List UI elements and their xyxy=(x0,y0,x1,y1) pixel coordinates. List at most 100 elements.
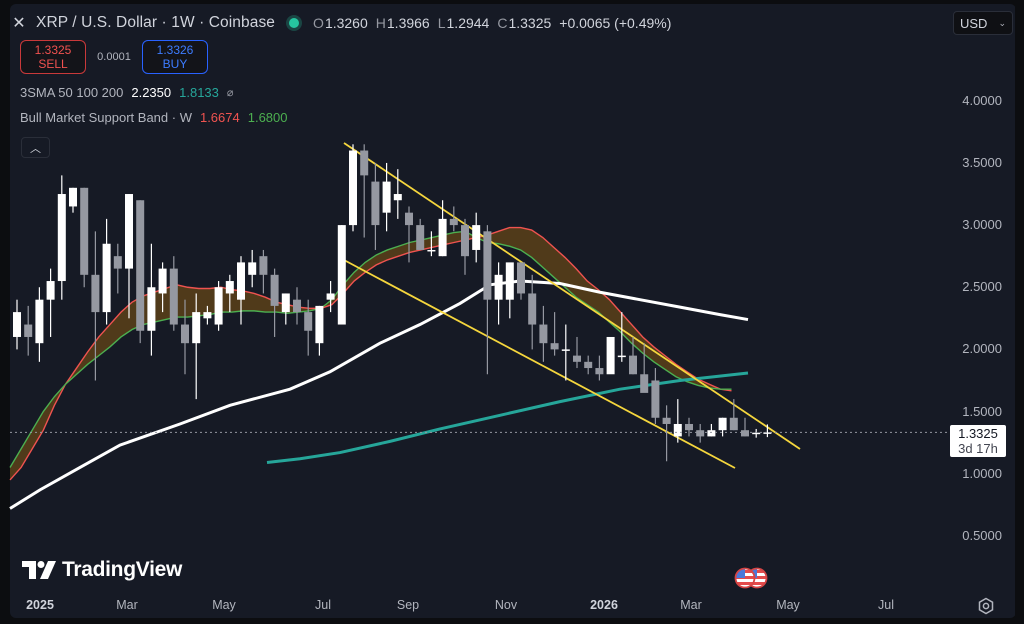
candle xyxy=(729,399,738,431)
time-axis-label: May xyxy=(776,598,800,612)
upper-trendline[interactable] xyxy=(343,142,801,450)
candle xyxy=(673,399,682,443)
candle xyxy=(461,218,469,275)
candle xyxy=(169,256,178,331)
currency-label: USD xyxy=(960,15,988,31)
price-axis-label: 0.5000 xyxy=(962,527,1002,543)
legend-sma[interactable]: 3SMA 50 100 200 2.2350 1.8133 ⌀ xyxy=(20,85,234,100)
candle xyxy=(293,287,301,325)
bull-band-upper-line xyxy=(9,226,732,481)
sell-price: 1.3325 xyxy=(34,43,72,57)
logo-text: TradingView xyxy=(62,558,183,581)
lower-trendline[interactable] xyxy=(343,259,736,469)
time-axis-label: Jul xyxy=(315,598,331,612)
candle xyxy=(517,262,525,300)
candle xyxy=(80,187,89,288)
candle xyxy=(259,249,268,294)
candle xyxy=(494,262,503,325)
sell-button[interactable]: 1.3325 SELL xyxy=(20,40,86,74)
time-axis-label: May xyxy=(212,598,236,612)
tradingview-logo-icon xyxy=(22,561,56,579)
candle xyxy=(617,312,626,362)
time-axis-label: Nov xyxy=(494,598,518,612)
price-axis-label: 3.0000 xyxy=(962,217,1002,233)
candle xyxy=(337,225,346,325)
candle xyxy=(225,274,234,313)
change-value: +0.0065 (+0.49%) xyxy=(559,15,672,31)
bull-band-lower-line xyxy=(9,230,732,468)
symbol-title[interactable]: XRP / U.S. Dollar · 1W · Coinbase xyxy=(36,14,276,31)
low-key: L xyxy=(437,15,446,31)
tradingview-logo: TradingView xyxy=(22,558,182,582)
candle xyxy=(528,274,537,350)
candle xyxy=(24,305,33,356)
last-price: 1.3325 xyxy=(958,426,998,441)
chevron-down-icon: ⌄ xyxy=(998,17,1006,28)
candle xyxy=(505,262,514,319)
chevron-up-icon: ︿ xyxy=(30,142,41,155)
candle xyxy=(281,293,290,325)
candle xyxy=(640,343,649,393)
candle xyxy=(69,187,77,213)
legend-bull-band[interactable]: Bull Market Support Band · W 1.6674 1.68… xyxy=(20,110,288,125)
candle xyxy=(483,225,492,375)
spread-value: 0.0001 xyxy=(97,51,131,63)
open-value: 1.3260 xyxy=(324,15,368,31)
candle xyxy=(304,299,313,356)
buy-label: BUY xyxy=(162,57,188,71)
candle xyxy=(113,243,122,294)
candle xyxy=(416,218,425,250)
candle xyxy=(696,423,705,443)
candle xyxy=(584,355,593,375)
time-axis-label: Mar xyxy=(116,598,138,612)
candle xyxy=(192,293,201,400)
candle xyxy=(360,144,369,238)
candle xyxy=(707,423,716,437)
candle xyxy=(438,200,447,257)
candle xyxy=(270,268,279,337)
buy-button[interactable]: 1.3326 BUY xyxy=(142,40,208,74)
time-axis-label: Sep xyxy=(396,598,420,612)
candle xyxy=(718,417,727,437)
time-axis-label: 2026 xyxy=(590,598,618,612)
candle xyxy=(449,206,458,232)
economic-events-icon[interactable] xyxy=(733,566,769,590)
buy-price: 1.3326 xyxy=(156,43,194,57)
candle xyxy=(248,249,257,288)
price-axis-label: 4.0000 xyxy=(962,92,1002,108)
close-key: C xyxy=(497,15,508,31)
close-value: 1.3325 xyxy=(508,15,552,31)
time-axis-label: 2025 xyxy=(26,598,54,612)
high-value: 1.3966 xyxy=(386,15,430,31)
last-price-tag: 1.3325 3d 17h xyxy=(950,425,1006,457)
candle xyxy=(158,262,167,313)
bull-band-indicator-name: Bull Market Support Band · W xyxy=(20,110,192,125)
ohlc-values: O1.3260 H1.3966 L1.2944 C1.3325 +0.0065 … xyxy=(313,15,671,31)
candle xyxy=(326,281,335,313)
sma100-line xyxy=(266,371,749,465)
candle xyxy=(125,194,133,319)
candle xyxy=(136,200,145,344)
candle xyxy=(91,231,100,381)
candle xyxy=(427,231,436,257)
currency-select[interactable]: USD ⌄ xyxy=(953,11,1013,35)
bar-countdown: 3d 17h xyxy=(958,441,998,456)
candle xyxy=(550,312,559,356)
candle xyxy=(393,169,402,219)
candle xyxy=(371,162,380,250)
collapse-legend-button[interactable]: ︿ xyxy=(21,137,50,158)
candle xyxy=(46,268,55,337)
time-axis-label: Jul xyxy=(878,598,894,612)
candle xyxy=(561,324,570,381)
price-axis-label: 1.5000 xyxy=(962,403,1002,419)
candle xyxy=(57,175,66,300)
candle xyxy=(763,424,772,438)
candle xyxy=(539,305,548,362)
settings-icon[interactable] xyxy=(977,597,995,615)
sell-label: SELL xyxy=(38,57,68,71)
candle xyxy=(315,305,324,356)
candle xyxy=(685,417,693,437)
close-icon[interactable]: ✕ xyxy=(12,15,26,32)
sma50-line xyxy=(9,279,749,510)
